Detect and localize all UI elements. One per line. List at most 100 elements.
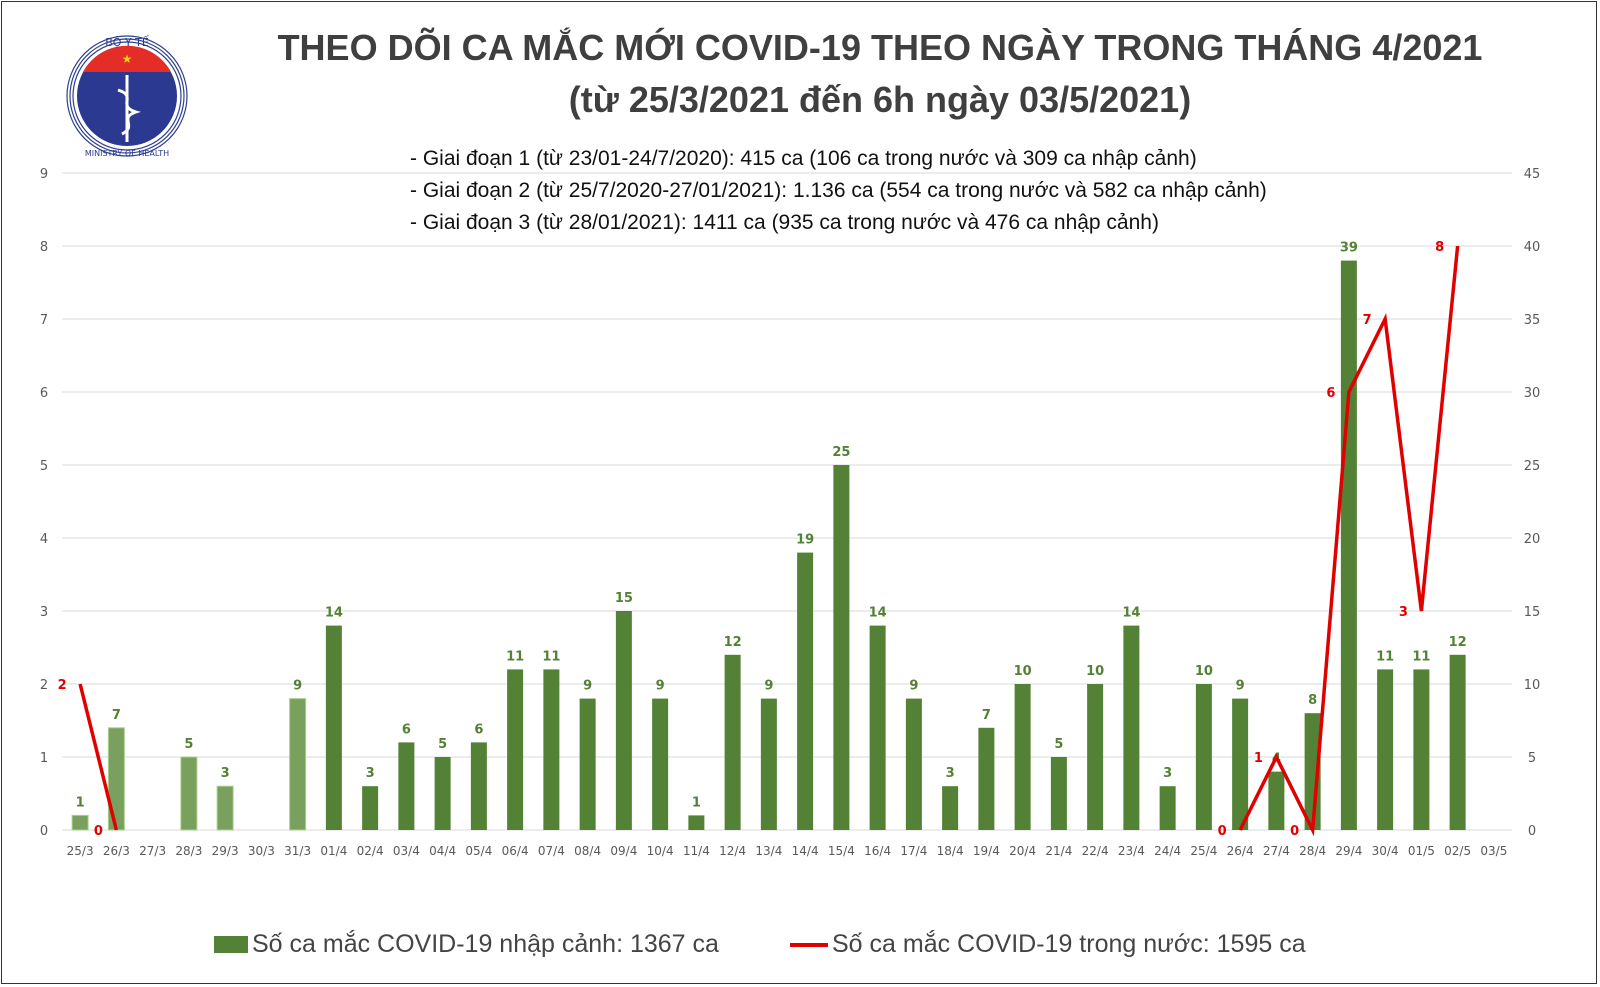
bar [1232, 698, 1249, 830]
x-axis-tick: 31/3 [284, 844, 311, 858]
left-axis-tick: 1 [40, 751, 48, 766]
bar [325, 625, 342, 830]
legend-swatch-bar [214, 936, 248, 953]
x-axis-tick: 28/3 [175, 844, 202, 858]
bar [507, 669, 524, 830]
line-data-label: 0 [94, 824, 103, 839]
bar-data-label: 10 [1086, 664, 1104, 679]
bar [1377, 669, 1394, 830]
right-axis-tick: 5 [1528, 751, 1536, 766]
legend-label-line: Số ca mắc COVID-19 trong nước: 1595 ca [832, 930, 1306, 958]
bar [1159, 786, 1176, 830]
bar [869, 625, 886, 830]
bar [1340, 260, 1357, 831]
x-axis-tick: 25/4 [1190, 844, 1217, 858]
line-series [78, 683, 119, 831]
x-axis-tick: 22/4 [1082, 844, 1109, 858]
line-data-label: 0 [1218, 824, 1227, 839]
x-axis-tick: 23/4 [1118, 844, 1145, 858]
bar [434, 757, 451, 830]
x-axis-tick: 13/4 [755, 844, 782, 858]
bar-data-label: 9 [764, 679, 773, 694]
bar-data-label: 14 [1122, 606, 1140, 621]
right-axis-tick: 10 [1524, 678, 1541, 693]
bar [760, 698, 777, 830]
x-axis-tick: 10/4 [647, 844, 674, 858]
x-axis-tick: 26/4 [1227, 844, 1254, 858]
bar [71, 814, 89, 831]
bar [1413, 669, 1430, 830]
bar [724, 654, 741, 830]
chart-subtitle: (từ 25/3/2021 đến 6h ngày 03/5/2021) [568, 79, 1192, 120]
bar-data-label: 9 [293, 679, 302, 694]
line-data-label: 1 [1254, 751, 1263, 766]
x-axis-tick: 11/4 [683, 844, 710, 858]
bar-data-label: 11 [506, 649, 524, 664]
legend-label-bar: Số ca mắc COVID-19 nhập cảnh: 1367 ca [252, 930, 719, 958]
bar [362, 786, 379, 830]
bar-data-label: 3 [221, 766, 230, 781]
left-axis-tick: 4 [40, 532, 48, 547]
bar-data-label: 3 [1163, 766, 1172, 781]
right-axis-tick: 30 [1524, 386, 1541, 401]
bar [1449, 654, 1466, 830]
bar-data-label: 39 [1340, 241, 1358, 256]
bar-data-label: 12 [724, 635, 742, 650]
bar-data-label: 10 [1014, 664, 1032, 679]
x-axis-tick: 02/5 [1444, 844, 1471, 858]
x-axis-tick: 04/4 [429, 844, 456, 858]
line-data-label: 3 [1399, 605, 1408, 620]
x-axis-tick: 29/3 [212, 844, 239, 858]
bar-data-label: 5 [184, 737, 193, 752]
bar-data-label: 14 [325, 606, 343, 621]
x-axis-tick: 01/5 [1408, 844, 1435, 858]
bar [180, 756, 198, 831]
x-axis-tick: 17/4 [900, 844, 927, 858]
bar-data-label: 9 [909, 679, 918, 694]
x-axis-tick: 02/4 [357, 844, 384, 858]
note-phase-1: - Giai đoạn 1 (từ 23/01-24/7/2020): 415 … [410, 147, 1197, 170]
left-axis-tick: 5 [40, 459, 48, 474]
x-axis-tick: 18/4 [937, 844, 964, 858]
bar [1087, 684, 1104, 830]
bar-data-label: 5 [438, 737, 447, 752]
left-axis-tick: 8 [40, 240, 48, 255]
x-axis-tick: 06/4 [502, 844, 529, 858]
x-axis-tick: 16/4 [864, 844, 891, 858]
right-axis-tick: 25 [1524, 459, 1541, 474]
x-axis-tick: 12/4 [719, 844, 746, 858]
x-axis-tick: 07/4 [538, 844, 565, 858]
line-series [1238, 245, 1460, 837]
bar-data-label: 11 [1412, 649, 1430, 664]
x-axis-tick: 25/3 [67, 844, 94, 858]
x-axis-tick: 14/4 [792, 844, 819, 858]
left-axis-tick: 0 [40, 824, 48, 839]
note-phase-2: - Giai đoạn 2 (từ 25/7/2020-27/01/2021):… [410, 179, 1267, 202]
right-axis-tick: 35 [1524, 313, 1541, 328]
bar-data-label: 1 [76, 795, 85, 810]
bar-data-label: 10 [1195, 664, 1213, 679]
bar [652, 698, 669, 830]
bar [289, 698, 307, 831]
bar-data-label: 6 [474, 722, 483, 737]
bar [1123, 625, 1140, 830]
bar [543, 669, 560, 830]
bar [978, 727, 995, 830]
x-axis-tick: 01/4 [320, 844, 347, 858]
bar [1268, 771, 1285, 830]
left-axis-tick: 9 [40, 167, 48, 182]
chart-title: THEO DÕI CA MẮC MỚI COVID-19 THEO NGÀY T… [277, 27, 1483, 68]
bar-data-label: 15 [615, 591, 633, 606]
bar [942, 786, 959, 830]
x-axis-tick: 27/3 [139, 844, 166, 858]
x-axis-tick: 03/5 [1480, 844, 1507, 858]
right-axis-tick: 20 [1524, 532, 1541, 547]
bar-data-label: 9 [1236, 679, 1245, 694]
bar-data-label: 9 [656, 679, 665, 694]
bar [688, 815, 705, 830]
bar-data-label: 5 [1054, 737, 1063, 752]
bar-data-label: 3 [946, 766, 955, 781]
bar [398, 742, 415, 830]
